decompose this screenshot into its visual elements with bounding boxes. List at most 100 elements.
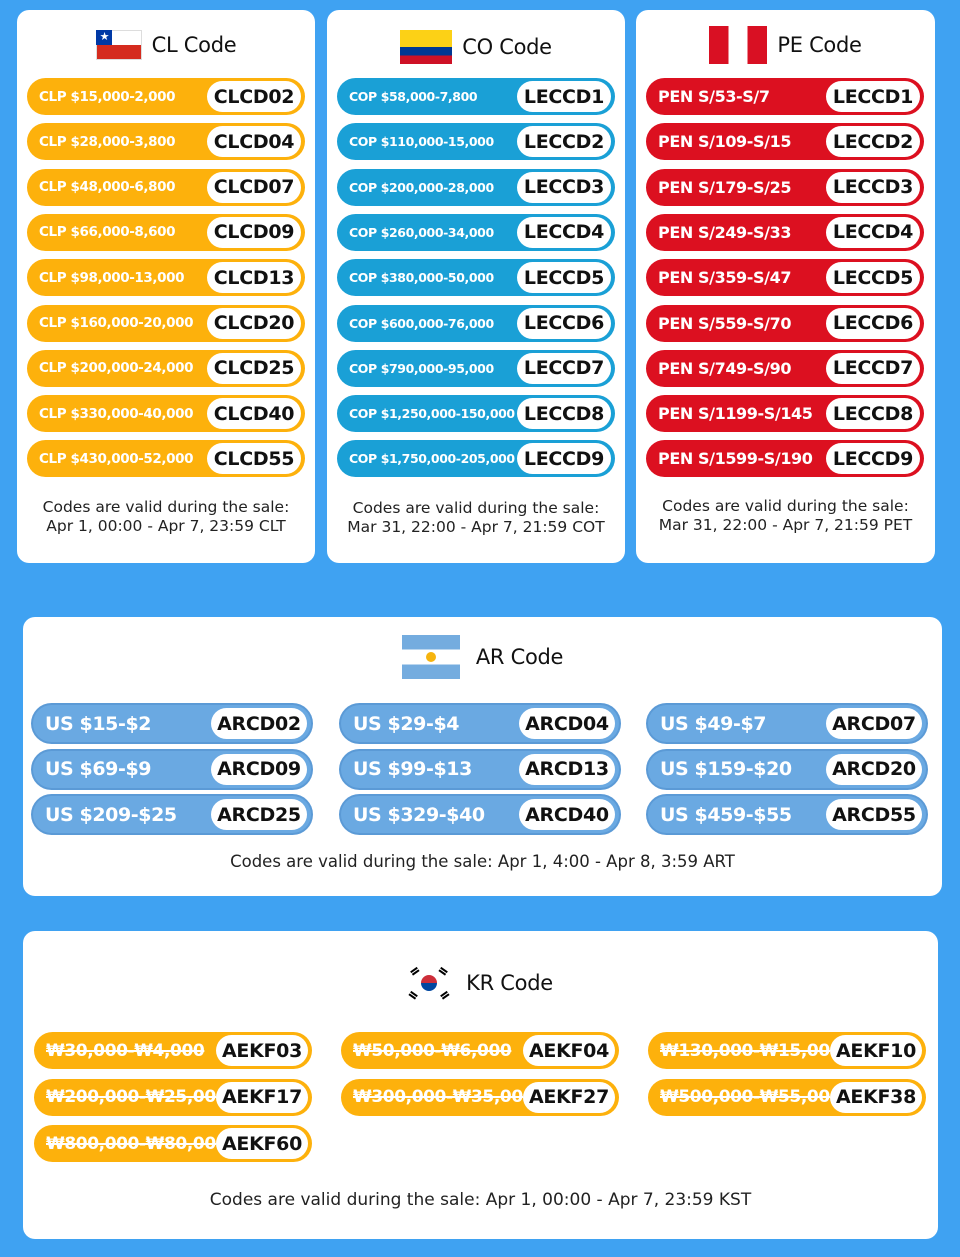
coupon-code[interactable]: LECCD1 — [517, 81, 611, 112]
coupon-pill[interactable]: ₩130,000-₩15,000 AEKF10 — [648, 1032, 926, 1069]
coupon-pill[interactable]: COP $790,000-95,000 LECCD7 — [337, 349, 615, 387]
coupon-pill[interactable]: PEN S/749-S/90 LECCD7 — [646, 349, 924, 387]
coupon-pill[interactable]: US $159-$20 ARCD20 — [648, 750, 926, 788]
coupon-code[interactable]: AEKF04 — [523, 1035, 615, 1066]
coupon-code[interactable]: CLCD02 — [207, 81, 301, 112]
coupon-code[interactable]: ARCD09 — [211, 753, 307, 785]
coupon-code[interactable]: AEKF60 — [216, 1128, 308, 1159]
coupon-code[interactable]: LECCD3 — [826, 171, 920, 203]
coupon-pill[interactable]: COP $1,250,000-150,000 LECCD8 — [337, 395, 615, 433]
ar-title-text: AR Code — [475, 645, 564, 669]
coupon-pill[interactable]: US $329-$40 ARCD40 — [341, 796, 619, 833]
coupon-code[interactable]: ARCD55 — [826, 799, 922, 830]
coupon-code[interactable]: AEKF38 — [830, 1081, 922, 1113]
argentina-flag-icon — [401, 635, 460, 679]
coupon-code[interactable]: ARCD13 — [519, 753, 615, 785]
coupon-code[interactable]: AEKF17 — [216, 1081, 308, 1113]
coupon-pill[interactable]: ₩500,000-₩55,000 AEKF38 — [648, 1078, 926, 1116]
coupon-pill[interactable]: CLP $98,000-13,000 CLCD13 — [27, 259, 305, 297]
coupon-pill[interactable]: CLP $330,000-40,000 CLCD40 — [27, 395, 305, 433]
coupon-pill[interactable]: CLP $48,000-6,800 CLCD07 — [27, 168, 305, 206]
coupon-pill[interactable]: PEN S/1199-S/145 LECCD8 — [646, 395, 924, 433]
coupon-pill[interactable]: ₩300,000-₩35,000 AEKF27 — [341, 1078, 619, 1116]
coupon-code[interactable]: ARCD20 — [826, 753, 922, 785]
co-title-text: CO Code — [462, 35, 552, 59]
co-code-card: CO Code COP $58,000-7,800 LECCD1 COP $110,… — [327, 10, 625, 563]
coupon-price-range: PEN S/559-S/70 — [658, 313, 792, 333]
coupon-code[interactable]: ARCD02 — [211, 708, 307, 739]
coupon-code[interactable]: ARCD25 — [211, 799, 307, 830]
coupon-code[interactable]: ARCD40 — [519, 799, 615, 830]
coupon-code[interactable]: CLCD07 — [207, 171, 301, 203]
coupon-code[interactable]: CLCD13 — [207, 262, 301, 294]
coupon-pill[interactable]: PEN S/1599-S/190 LECCD9 — [646, 440, 924, 478]
coupon-code[interactable]: CLCD55 — [207, 443, 301, 475]
coupon-pill[interactable]: PEN S/359-S/47 LECCD5 — [646, 259, 924, 297]
coupon-pill[interactable]: COP $1,750,000-205,000 LECCD9 — [337, 440, 615, 478]
coupon-code[interactable]: LECCD7 — [517, 352, 611, 384]
coupon-pill[interactable]: PEN S/109-S/15 LECCD2 — [646, 123, 924, 161]
coupon-pill[interactable]: COP $260,000-34,000 LECCD4 — [337, 213, 615, 251]
coupon-price-range: ₩130,000-₩15,000 — [660, 1040, 830, 1061]
coupon-code[interactable]: LECCD2 — [517, 126, 611, 158]
colombia-flag-icon — [400, 30, 453, 64]
coupon-code[interactable]: CLCD25 — [207, 352, 301, 384]
coupon-code[interactable]: LECCD4 — [517, 216, 611, 248]
coupon-pill[interactable]: CLP $200,000-24,000 CLCD25 — [27, 349, 305, 387]
coupon-pill[interactable]: US $209-$25 ARCD25 — [33, 796, 311, 833]
coupon-code[interactable]: LECCD1 — [826, 81, 920, 112]
coupon-code[interactable]: CLCD04 — [207, 126, 301, 158]
coupon-code[interactable]: LECCD8 — [826, 398, 920, 430]
coupon-code[interactable]: LECCD7 — [826, 352, 920, 384]
coupon-code[interactable]: LECCD2 — [826, 126, 920, 158]
coupon-pill[interactable]: US $15-$2 ARCD02 — [33, 705, 311, 742]
coupon-pill[interactable]: ₩200,000-₩25,000 AEKF17 — [34, 1078, 312, 1116]
coupon-pill[interactable]: PEN S/249-S/33 LECCD4 — [646, 213, 924, 251]
coupon-pill[interactable]: CLP $160,000-20,000 CLCD20 — [27, 304, 305, 342]
coupon-code[interactable]: ARCD07 — [826, 708, 922, 739]
coupon-pill[interactable]: ₩50,000-₩6,000 AEKF04 — [341, 1032, 619, 1069]
coupon-code[interactable]: LECCD4 — [826, 216, 920, 248]
coupon-pill[interactable]: CLP $15,000-2,000 CLCD02 — [27, 78, 305, 115]
coupon-pill[interactable]: PEN S/179-S/25 LECCD3 — [646, 168, 924, 206]
coupon-pill[interactable]: US $49-$7 ARCD07 — [648, 705, 926, 742]
coupon-pill[interactable]: ₩800,000-₩80,000 AEKF60 — [34, 1125, 312, 1162]
coupon-pill[interactable]: CLP $28,000-3,800 CLCD04 — [27, 123, 305, 161]
coupon-code[interactable]: CLCD20 — [207, 307, 301, 339]
coupon-code[interactable]: CLCD09 — [207, 216, 301, 248]
coupon-code[interactable]: LECCD5 — [826, 262, 920, 294]
coupon-pill[interactable]: US $69-$9 ARCD09 — [33, 750, 311, 788]
coupon-pill[interactable]: COP $200,000-28,000 LECCD3 — [337, 168, 615, 206]
coupon-code[interactable]: LECCD6 — [517, 307, 611, 339]
coupon-price-range: CLP $330,000-40,000 — [39, 405, 194, 422]
coupon-code[interactable]: CLCD40 — [207, 398, 301, 430]
coupon-pill[interactable]: US $29-$4 ARCD04 — [341, 705, 619, 742]
coupon-code[interactable]: AEKF03 — [216, 1035, 308, 1066]
coupon-pill[interactable]: COP $58,000-7,800 LECCD1 — [337, 78, 615, 115]
coupon-pill[interactable]: PEN S/559-S/70 LECCD6 — [646, 304, 924, 342]
coupon-pill[interactable]: CLP $430,000-52,000 CLCD55 — [27, 440, 305, 478]
coupon-pill[interactable]: COP $600,000-76,000 LECCD6 — [337, 304, 615, 342]
coupon-pill[interactable]: US $99-$13 ARCD13 — [341, 750, 619, 788]
coupon-code[interactable]: LECCD9 — [517, 443, 611, 475]
coupon-pill[interactable]: ₩30,000-₩4,000 AEKF03 — [34, 1032, 312, 1069]
coupon-code[interactable]: LECCD9 — [826, 443, 920, 475]
coupon-price-range: COP $1,750,000-205,000 — [349, 451, 515, 467]
coupon-code[interactable]: ARCD04 — [519, 708, 615, 739]
coupon-pill[interactable]: COP $380,000-50,000 LECCD5 — [337, 259, 615, 297]
coupon-price-range: PEN S/1599-S/190 — [658, 449, 813, 469]
coupon-code[interactable]: AEKF10 — [830, 1035, 922, 1066]
coupon-pill[interactable]: COP $110,000-15,000 LECCD2 — [337, 123, 615, 161]
coupon-code[interactable]: LECCD6 — [826, 307, 920, 339]
coupon-code[interactable]: AEKF27 — [523, 1081, 615, 1113]
coupon-code[interactable]: LECCD3 — [517, 171, 611, 203]
coupon-code[interactable]: LECCD8 — [517, 398, 611, 430]
coupon-pill[interactable]: US $459-$55 ARCD55 — [648, 796, 926, 833]
coupon-price-range: COP $200,000-28,000 — [349, 179, 494, 195]
coupon-price-range: US $209-$25 — [45, 803, 177, 826]
coupon-price-range: CLP $15,000-2,000 — [39, 88, 176, 105]
coupon-price-range: PEN S/1199-S/145 — [658, 404, 813, 424]
coupon-code[interactable]: LECCD5 — [517, 262, 611, 294]
coupon-pill[interactable]: CLP $66,000-8,600 CLCD09 — [27, 213, 305, 251]
coupon-pill[interactable]: PEN S/53-S/7 LECCD1 — [646, 78, 924, 115]
